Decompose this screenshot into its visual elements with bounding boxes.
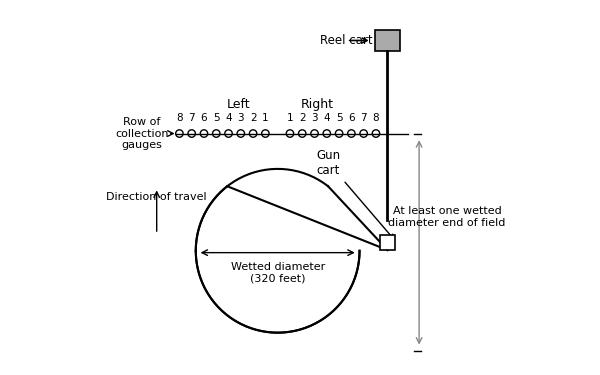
- Text: Row of
collection
gauges: Row of collection gauges: [115, 117, 169, 150]
- Text: 2: 2: [299, 114, 305, 123]
- Bar: [380, 235, 395, 250]
- Text: 6: 6: [348, 114, 355, 123]
- Text: 6: 6: [200, 114, 207, 123]
- Text: At least one wetted
diameter end of field: At least one wetted diameter end of fiel…: [388, 207, 506, 228]
- Text: Direction of travel: Direction of travel: [106, 192, 207, 202]
- Text: 4: 4: [323, 114, 330, 123]
- Text: 8: 8: [176, 114, 183, 123]
- Text: Reel cart: Reel cart: [320, 34, 373, 47]
- Text: Right: Right: [300, 98, 333, 111]
- Text: 2: 2: [250, 114, 256, 123]
- Text: Gun
cart: Gun cart: [317, 149, 394, 239]
- Text: 5: 5: [336, 114, 343, 123]
- Text: 4: 4: [225, 114, 232, 123]
- Bar: [376, 30, 400, 51]
- Text: 1: 1: [262, 114, 269, 123]
- Text: 3: 3: [311, 114, 318, 123]
- Text: 3: 3: [238, 114, 244, 123]
- Text: Wetted diameter
(320 feet): Wetted diameter (320 feet): [230, 262, 325, 284]
- Text: 7: 7: [188, 114, 195, 123]
- Text: Left: Left: [227, 98, 250, 111]
- Text: 7: 7: [361, 114, 367, 123]
- Text: 8: 8: [373, 114, 379, 123]
- Text: 5: 5: [213, 114, 220, 123]
- Text: 1: 1: [287, 114, 293, 123]
